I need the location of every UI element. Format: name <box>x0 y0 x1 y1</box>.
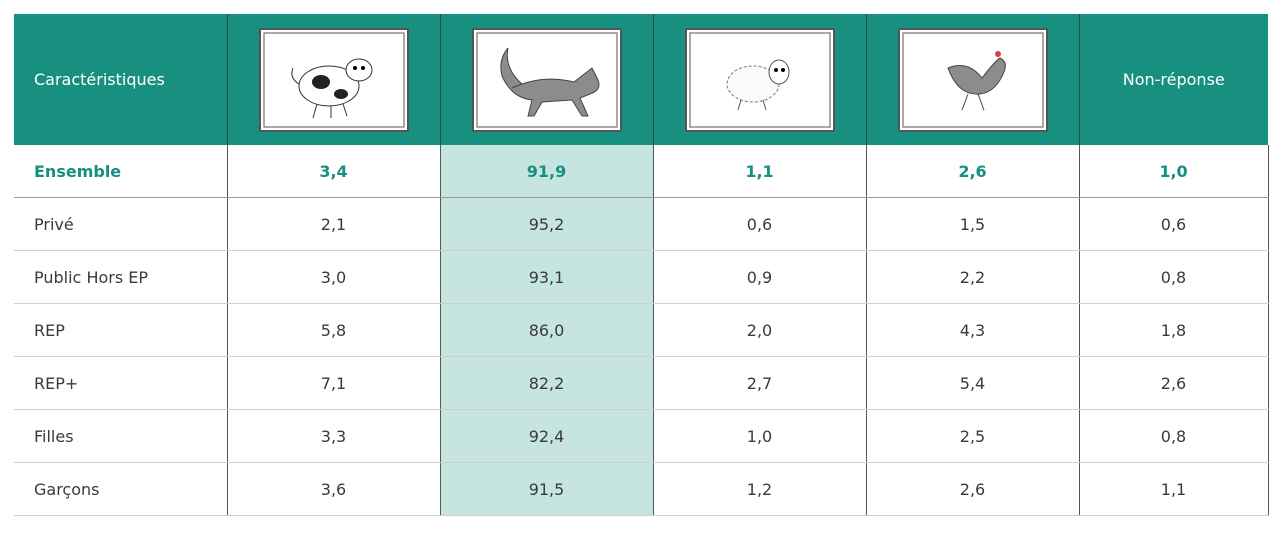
cell-value: 2,7 <box>653 357 866 410</box>
cell-value: 2,6 <box>866 463 1079 516</box>
cell-value: 7,1 <box>227 357 440 410</box>
cell-value: 1,2 <box>653 463 866 516</box>
cell-value: 1,1 <box>653 145 866 198</box>
row-label: REP <box>14 304 227 357</box>
fox-image <box>472 28 622 132</box>
cell-value: 1,5 <box>866 198 1079 251</box>
row-label: Filles <box>14 410 227 463</box>
cell-value: 0,8 <box>1079 251 1268 304</box>
cell-value: 0,9 <box>653 251 866 304</box>
cell-value: 82,2 <box>440 357 653 410</box>
cell-value: 0,8 <box>1079 410 1268 463</box>
header-label: Caractéristiques <box>14 14 227 145</box>
cell-value: 1,0 <box>653 410 866 463</box>
results-table: Caractéristiques <box>14 14 1269 516</box>
cell-value: 3,3 <box>227 410 440 463</box>
cell-value: 1,8 <box>1079 304 1268 357</box>
cell-value: 4,3 <box>866 304 1079 357</box>
cell-value: 3,4 <box>227 145 440 198</box>
hen-picture <box>866 14 1079 145</box>
cell-value: 92,4 <box>440 410 653 463</box>
cell-value: 0,6 <box>653 198 866 251</box>
row-label: Ensemble <box>14 145 227 198</box>
header-row: Caractéristiques <box>14 14 1268 145</box>
cell-value: 5,8 <box>227 304 440 357</box>
cell-value: 3,6 <box>227 463 440 516</box>
cell-value: 91,9 <box>440 145 653 198</box>
cell-value: 2,0 <box>653 304 866 357</box>
sheep-picture <box>653 14 866 145</box>
row-label: Public Hors EP <box>14 251 227 304</box>
cell-value: 95,2 <box>440 198 653 251</box>
cell-value: 2,6 <box>866 145 1079 198</box>
cell-value: 2,2 <box>866 251 1079 304</box>
cell-value: 0,6 <box>1079 198 1268 251</box>
cell-value: 2,5 <box>866 410 1079 463</box>
row-label: REP+ <box>14 357 227 410</box>
cell-value: 1,0 <box>1079 145 1268 198</box>
cell-value: 3,0 <box>227 251 440 304</box>
row-label: Garçons <box>14 463 227 516</box>
page: Caractéristiques <box>0 0 1282 540</box>
cell-value: 2,1 <box>227 198 440 251</box>
cell-value: 5,4 <box>866 357 1079 410</box>
hen-image <box>898 28 1048 132</box>
table-header: Caractéristiques <box>14 14 1268 145</box>
cell-value: 93,1 <box>440 251 653 304</box>
cell-value: 86,0 <box>440 304 653 357</box>
row-label: Privé <box>14 198 227 251</box>
cell-value: 1,1 <box>1079 463 1268 516</box>
cow-picture <box>227 14 440 145</box>
cow-image <box>259 28 409 132</box>
sheep-image <box>685 28 835 132</box>
cell-value: 2,6 <box>1079 357 1268 410</box>
nonresponse-header: Non-réponse <box>1079 14 1268 145</box>
fox-picture <box>440 14 653 145</box>
cell-value: 91,5 <box>440 463 653 516</box>
